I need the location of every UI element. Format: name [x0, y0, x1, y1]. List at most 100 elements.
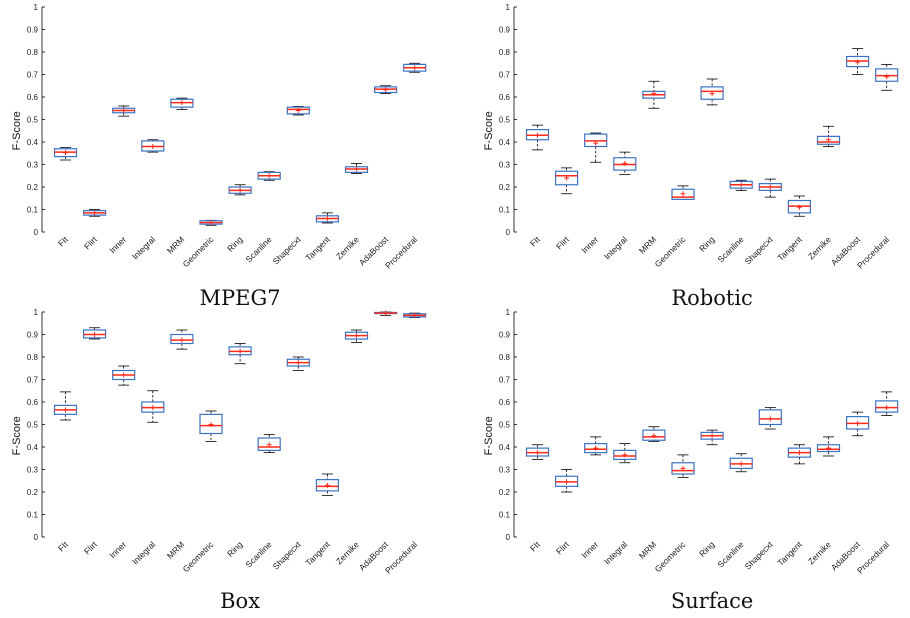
- category-label: Inner: [579, 234, 600, 255]
- category-label: FIt: [528, 234, 543, 249]
- category-label: Zernike: [334, 234, 361, 261]
- box-scanline: Scanline: [243, 434, 281, 569]
- box-mrm: MRM: [637, 80, 666, 256]
- box-inner: Inner: [579, 132, 608, 255]
- y-tick-label: 0.5: [499, 421, 511, 430]
- iqr-box: [875, 400, 899, 413]
- y-tick-label: 0: [506, 533, 511, 542]
- category-label: Flirt: [554, 539, 572, 557]
- category-label: Tangent: [303, 234, 332, 263]
- y-tick-label: 0.6: [27, 93, 39, 102]
- y-axis-label: F-Score: [11, 111, 23, 150]
- category-label: Inner: [579, 539, 600, 560]
- box-shapecxt: Shapecxt: [271, 356, 310, 571]
- box-geometric: Geometric: [653, 185, 695, 269]
- box-scanline: Scanline: [243, 171, 281, 264]
- y-tick-label: 0.7: [27, 71, 39, 80]
- box-procedural: Procedural: [383, 62, 427, 270]
- y-axis-label: F-Score: [483, 416, 495, 455]
- box-adaboost: AdaBoost: [357, 85, 398, 267]
- y-tick-label: 0.1: [27, 206, 39, 215]
- box-procedural: Procedural: [383, 312, 427, 575]
- box-fit: FIt: [53, 391, 78, 553]
- category-label: Inner: [107, 539, 128, 560]
- box-flirt: Flirt: [554, 167, 579, 252]
- category-label: Flirt: [554, 234, 572, 252]
- y-tick-label: 0.5: [27, 421, 39, 430]
- box-shapecxt: Shapecxt: [743, 407, 782, 572]
- box-integral: Integral: [130, 390, 165, 566]
- iqr-box: [554, 170, 579, 186]
- box-geometric: Geometric: [181, 410, 223, 574]
- y-tick-label: 0.4: [499, 138, 511, 147]
- box-tangent: Tangent: [303, 212, 339, 263]
- category-label: Flirt: [82, 539, 100, 557]
- y-tick-label: 0.1: [499, 511, 511, 520]
- category-label: Ring: [697, 539, 717, 559]
- y-tick-label: 0.6: [499, 398, 511, 407]
- iqr-box: [642, 429, 666, 441]
- y-tick-label: 0.3: [27, 161, 39, 170]
- y-tick-label: 0.4: [27, 138, 39, 147]
- category-label: Procedural: [383, 539, 419, 575]
- y-tick-label: 1: [506, 308, 511, 317]
- box-mrm: MRM: [165, 329, 194, 561]
- category-label: Procedural: [855, 234, 891, 270]
- box-integral: Integral: [130, 139, 165, 261]
- box-shapecxt: Shapecxt: [271, 106, 310, 266]
- box-zernike: Zernike: [334, 162, 369, 261]
- category-label: Procedural: [383, 234, 419, 270]
- y-tick-label: 0.9: [27, 26, 39, 35]
- category-label: Shapecxt: [743, 539, 776, 572]
- panel-title: Box: [220, 589, 260, 613]
- iqr-box: [315, 479, 339, 492]
- iqr-box: [671, 462, 695, 475]
- y-tick-label: 0.5: [499, 116, 511, 125]
- box-mrm: MRM: [165, 97, 194, 256]
- box-geometric: Geometric: [181, 219, 223, 269]
- iqr-box: [816, 444, 841, 453]
- category-label: Integral: [130, 539, 157, 566]
- y-tick-label: 0.2: [499, 488, 511, 497]
- y-tick-label: 0.6: [499, 93, 511, 102]
- box-ring: Ring: [225, 184, 252, 254]
- category-label: Shapecxt: [743, 234, 776, 267]
- iqr-box: [286, 106, 310, 115]
- box-flirt: Flirt: [554, 469, 579, 557]
- box-ring: Ring: [697, 78, 724, 254]
- iqr-box: [584, 443, 608, 454]
- box-inner: Inner: [107, 105, 136, 255]
- category-label: Procedural: [855, 539, 891, 575]
- box-geometric: Geometric: [653, 454, 695, 574]
- category-label: Integral: [130, 234, 157, 261]
- category-label: Geometric: [181, 539, 216, 574]
- y-tick-label: 0.3: [499, 161, 511, 170]
- category-label: MRM: [165, 234, 186, 255]
- box-adaboost: AdaBoost: [357, 310, 398, 572]
- box-ring: Ring: [697, 429, 724, 559]
- iqr-box: [613, 449, 637, 460]
- y-tick-label: 0.7: [499, 376, 511, 385]
- category-label: MRM: [165, 539, 186, 560]
- category-label: Scanline: [715, 234, 745, 264]
- category-label: Ring: [225, 234, 245, 254]
- category-label: FIt: [528, 539, 543, 554]
- y-axis-label: F-Score: [11, 416, 23, 455]
- category-label: Zernike: [806, 234, 833, 261]
- iqr-box: [257, 437, 281, 451]
- box-tangent: Tangent: [775, 444, 812, 568]
- box-integral: Integral: [602, 443, 637, 566]
- category-label: Geometric: [653, 539, 688, 574]
- category-label: Scanline: [243, 234, 273, 264]
- y-tick-label: 1: [34, 3, 39, 12]
- y-tick-label: 0.5: [27, 116, 39, 125]
- y-tick-label: 1: [34, 308, 39, 317]
- y-tick-label: 0.2: [499, 183, 511, 192]
- y-tick-label: 0.3: [499, 466, 511, 475]
- category-label: Tangent: [303, 539, 332, 568]
- iqr-box: [816, 135, 841, 145]
- box-inner: Inner: [579, 436, 608, 560]
- box-scanline: Scanline: [715, 179, 753, 264]
- panel-title: MPEG7: [200, 286, 281, 310]
